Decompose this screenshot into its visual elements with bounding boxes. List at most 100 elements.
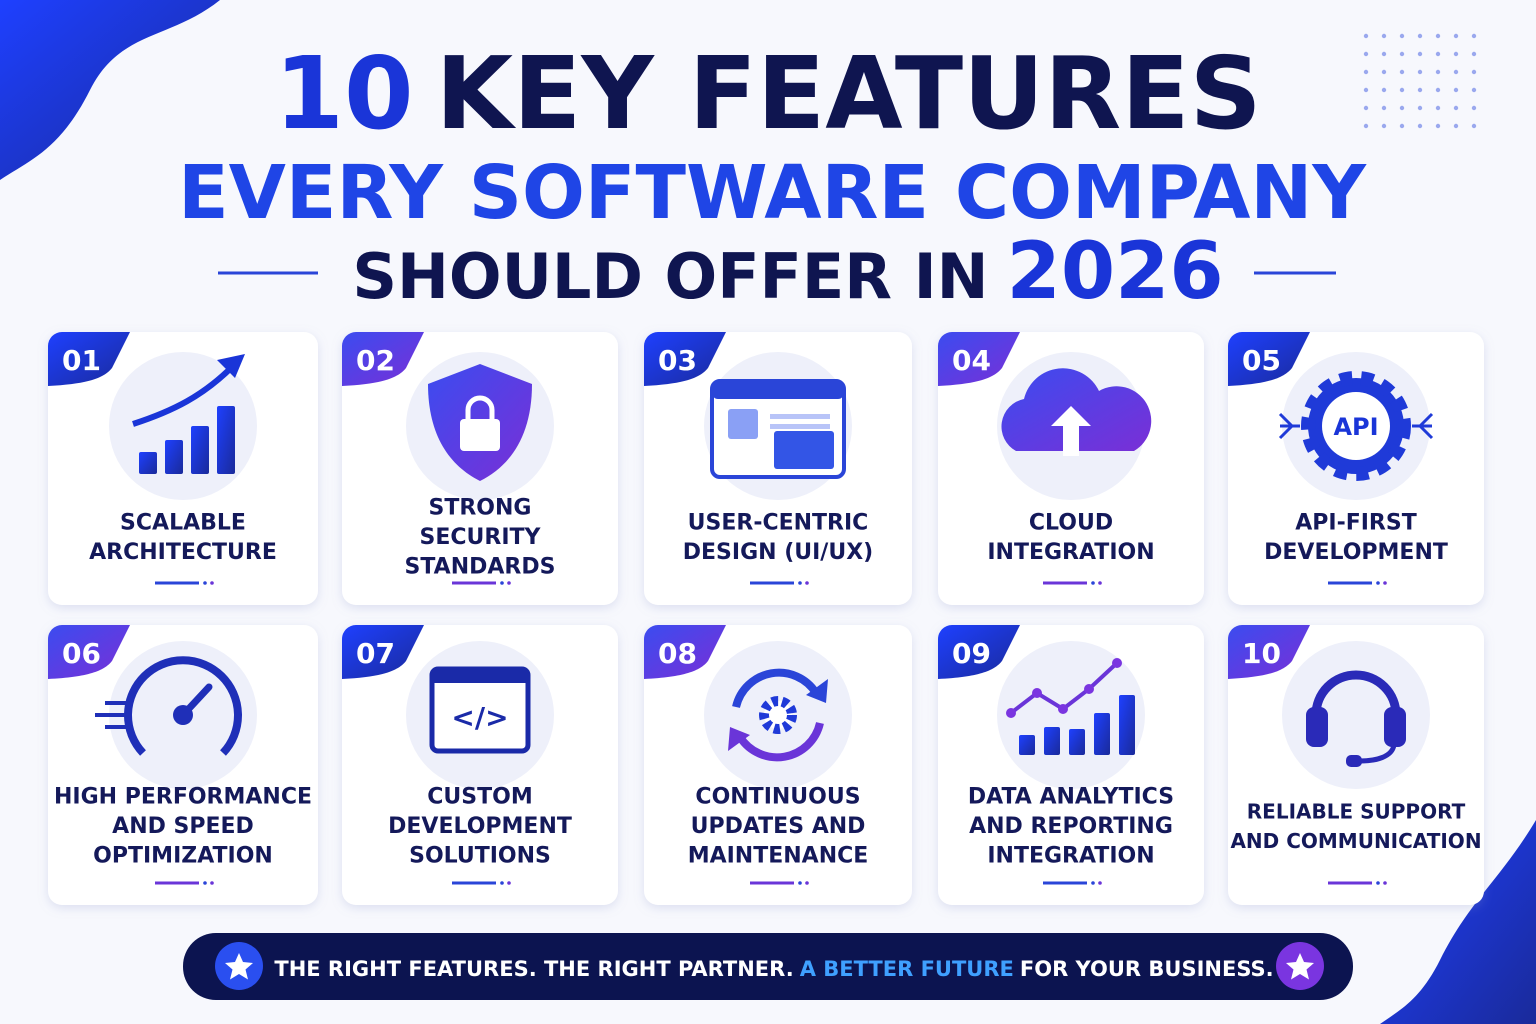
icon-lock — [465, 395, 495, 420]
feature-card: 06 HIGH PERFORMANCE AND SPEED OPTIMIZATION — [48, 625, 318, 905]
dot — [1363, 33, 1369, 39]
feature-card: 10 RELIABLE SUPPORT AND COMMUNICATION — [1228, 625, 1484, 905]
card-label: STRONG — [429, 496, 532, 521]
underline-dot — [1098, 581, 1102, 585]
underline-dot — [798, 881, 802, 885]
dot — [1471, 69, 1477, 75]
number-badge — [938, 332, 1020, 386]
card-label: INTEGRATION — [987, 844, 1154, 869]
number-badge — [48, 625, 130, 679]
card-label: SCALABLE — [120, 510, 246, 535]
dot-pattern — [1363, 33, 1477, 129]
icon-lock — [460, 419, 500, 451]
dot — [1435, 33, 1441, 39]
underline-dot — [210, 881, 214, 885]
underline-dot — [1383, 881, 1387, 885]
card-label: MAINTENANCE — [688, 844, 869, 869]
title-year: 2026 — [1007, 227, 1224, 317]
icon-arrowhead — [806, 679, 828, 703]
dot — [1435, 51, 1441, 57]
dot — [1363, 105, 1369, 111]
card-label: DEVELOPMENT — [1264, 540, 1448, 565]
dot — [1453, 33, 1459, 39]
dot — [1399, 123, 1405, 129]
icon-bar — [1094, 713, 1110, 755]
dot — [1399, 87, 1405, 93]
corner-wave — [0, 0, 220, 180]
dot — [1417, 87, 1423, 93]
icon-gear — [759, 696, 797, 734]
icon-headband — [1311, 670, 1401, 716]
dot — [1453, 123, 1459, 129]
dot — [1471, 105, 1477, 111]
feature-card: 05 API API-FIRST DEVELOPMENT — [1228, 332, 1484, 605]
card-number: 08 — [658, 637, 697, 670]
dot — [1399, 51, 1405, 57]
dot — [1435, 105, 1441, 111]
card-number: 06 — [62, 637, 101, 670]
icon-line — [770, 424, 830, 429]
card-label: CUSTOM — [427, 785, 532, 810]
title-line-2: EVERY SOFTWARE COMPANY — [178, 150, 1367, 236]
card-number: 02 — [356, 344, 395, 377]
icon-cloud — [1001, 368, 1152, 451]
corner-wave — [1380, 820, 1536, 1024]
dot — [1453, 69, 1459, 75]
icon-point — [1032, 688, 1042, 698]
card-label: RELIABLE SUPPORT — [1247, 799, 1466, 823]
dot — [1417, 69, 1423, 75]
card-number: 05 — [1242, 344, 1281, 377]
dot — [1399, 33, 1405, 39]
icon-refresh — [732, 668, 820, 709]
icon-bar — [217, 406, 235, 474]
dot — [1363, 69, 1369, 75]
card-number: 01 — [62, 344, 101, 377]
icon — [1306, 670, 1406, 767]
icon-arrow — [132, 363, 236, 427]
feature-card: 02 STRONG SECURITY STANDARDS — [342, 332, 618, 605]
underline-dot — [203, 581, 207, 585]
underline-dot — [805, 581, 809, 585]
dot — [1381, 87, 1387, 93]
card-label: STANDARDS — [405, 555, 556, 580]
card-label: AND COMMUNICATION — [1230, 829, 1481, 853]
footer-text: THE RIGHT FEATURES. THE RIGHT PARTNER. A … — [274, 957, 1273, 981]
icon — [428, 364, 532, 481]
card-label: CONTINUOUS — [695, 785, 860, 810]
number-badge — [342, 332, 424, 386]
underline-dot — [203, 881, 207, 885]
icon-gauge — [124, 656, 242, 756]
card-label: DEVELOPMENT — [388, 814, 572, 839]
number-badge — [1228, 625, 1310, 679]
dot — [1471, 123, 1477, 129]
footer-highlight: A BETTER FUTURE — [800, 957, 1014, 981]
card-label: AND SPEED — [112, 814, 254, 839]
dot — [1471, 51, 1477, 57]
icon — [728, 668, 828, 762]
dot — [1363, 123, 1369, 129]
dot — [1381, 51, 1387, 57]
icon — [95, 656, 242, 756]
card-label: USER-CENTRIC — [688, 510, 869, 535]
card-number: 07 — [356, 637, 395, 670]
icon — [132, 354, 245, 474]
icon-bar — [191, 426, 209, 474]
icon-gear-core — [1322, 392, 1390, 460]
dot — [1435, 87, 1441, 93]
card-label: SECURITY — [420, 525, 542, 550]
underline-dot — [507, 581, 511, 585]
underline-dot — [507, 881, 511, 885]
underline-dot — [1091, 881, 1095, 885]
card-label: CLOUD — [1029, 510, 1113, 535]
dot — [1435, 69, 1441, 75]
icon-bar — [1069, 729, 1085, 755]
underline-dot — [805, 881, 809, 885]
icon-avatar — [728, 409, 758, 439]
star-icon — [1286, 953, 1314, 980]
icon-hub — [173, 705, 193, 725]
dot — [1399, 69, 1405, 75]
card-label: INTEGRATION — [987, 540, 1154, 565]
card-label: AND REPORTING — [969, 814, 1173, 839]
dot — [1417, 123, 1423, 129]
